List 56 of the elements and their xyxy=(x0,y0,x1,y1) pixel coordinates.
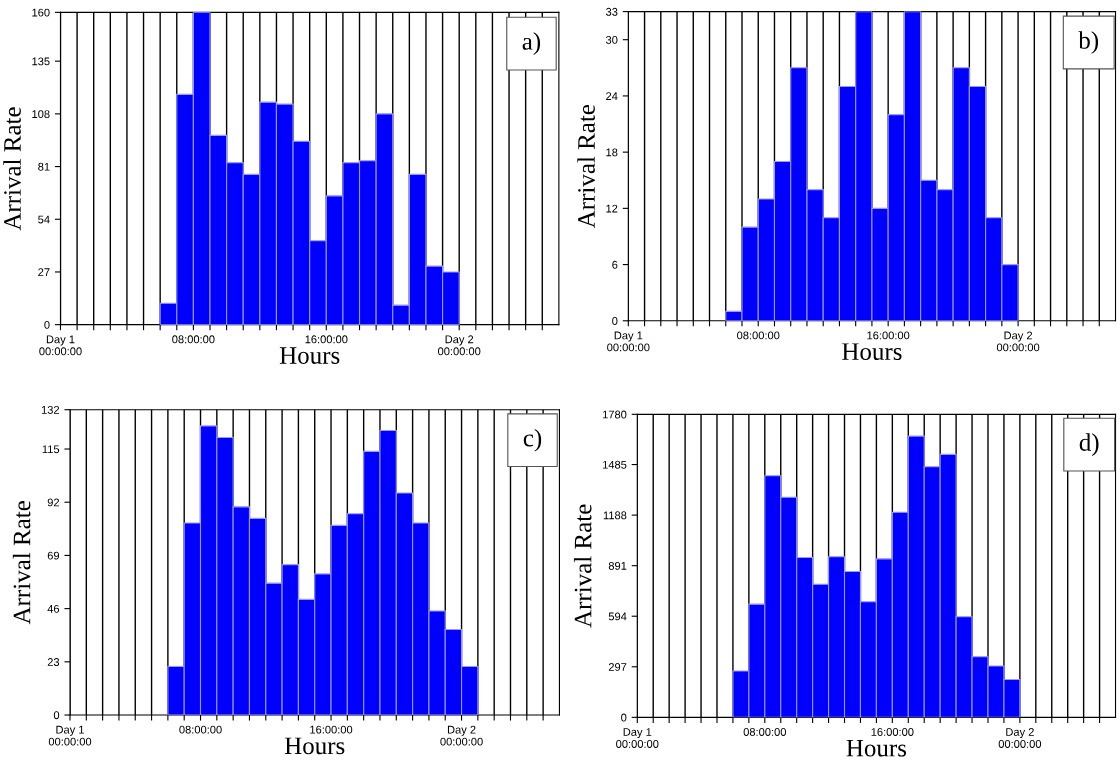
x-tick-label: 16:00:00 xyxy=(310,725,353,734)
annotation: b) xyxy=(1078,31,1099,54)
y-tick-label: 92 xyxy=(47,498,60,507)
x-tick-label: Day 2 00:00:00 xyxy=(438,335,481,356)
annotation: c) xyxy=(523,428,542,452)
x-tick-label: 16:00:00 xyxy=(867,331,910,340)
x-tick-label: 08:00:00 xyxy=(743,728,786,736)
x-tick-label: Day 1 00:00:00 xyxy=(39,335,82,356)
x-tick-label: Day 1 00:00:00 xyxy=(48,725,92,746)
y-tick-label: 135 xyxy=(32,57,50,66)
y-tick-label: 54 xyxy=(38,215,50,224)
x-tick-label: 08:00:00 xyxy=(737,331,780,340)
y-tick-label: 297 xyxy=(608,663,627,671)
y-tick-label: 0 xyxy=(53,711,60,720)
y-tick-label: 81 xyxy=(38,162,50,171)
y-axis-title: Arrival Rate xyxy=(3,107,21,231)
x-tick-label: Day 1 00:00:00 xyxy=(616,728,659,748)
annotation: a) xyxy=(522,32,541,55)
y-tick-label: 0 xyxy=(44,320,50,329)
x-tick-label: Day 1 00:00:00 xyxy=(607,331,650,352)
y-tick-label: 23 xyxy=(47,658,60,666)
y-tick-label: 160 xyxy=(32,8,50,17)
y-tick-label: 18 xyxy=(606,148,618,157)
y-tick-label: 30 xyxy=(605,35,618,44)
y-tick-label: 46 xyxy=(47,604,60,613)
y-tick-label: 1188 xyxy=(603,511,627,520)
y-tick-label: 594 xyxy=(608,612,627,621)
x-tick-label: 08:00:00 xyxy=(179,725,222,734)
x-tick-label: 16:00:00 xyxy=(871,728,914,736)
y-axis-title: Arrival Rate xyxy=(577,104,595,229)
y-axis-title: Arrival Rate xyxy=(573,504,592,628)
y-tick-label: 1485 xyxy=(603,460,627,469)
annotation: d) xyxy=(1079,433,1099,456)
x-tick-label: Day 2 00:00:00 xyxy=(998,728,1042,748)
x-tick-label: Day 2 00:00:00 xyxy=(440,725,483,746)
y-tick-label: 891 xyxy=(608,561,627,570)
x-tick-label: Day 2 00:00:00 xyxy=(996,331,1040,352)
x-axis-title: Hours xyxy=(284,737,345,755)
y-tick-label: 12 xyxy=(606,204,618,213)
y-tick-label: 27 xyxy=(38,268,50,276)
y-tick-label: 108 xyxy=(32,110,50,118)
x-axis-title: Hours xyxy=(842,343,902,361)
y-axis-title: Arrival Rate xyxy=(12,501,31,625)
y-tick-label: 24 xyxy=(606,92,618,100)
y-tick-label: 0 xyxy=(612,317,618,325)
x-tick-label: 08:00:00 xyxy=(172,335,215,344)
y-tick-label: 115 xyxy=(42,445,60,454)
x-axis-title: Hours xyxy=(279,347,340,364)
y-tick-label: 0 xyxy=(621,713,627,722)
y-tick-label: 6 xyxy=(612,260,618,269)
y-tick-label: 1780 xyxy=(603,410,627,419)
y-tick-label: 33 xyxy=(605,7,618,16)
y-tick-label: 69 xyxy=(47,551,60,560)
x-axis-title: Hours xyxy=(846,739,907,757)
y-tick-label: 132 xyxy=(41,405,60,414)
x-tick-label: 16:00:00 xyxy=(305,335,348,344)
